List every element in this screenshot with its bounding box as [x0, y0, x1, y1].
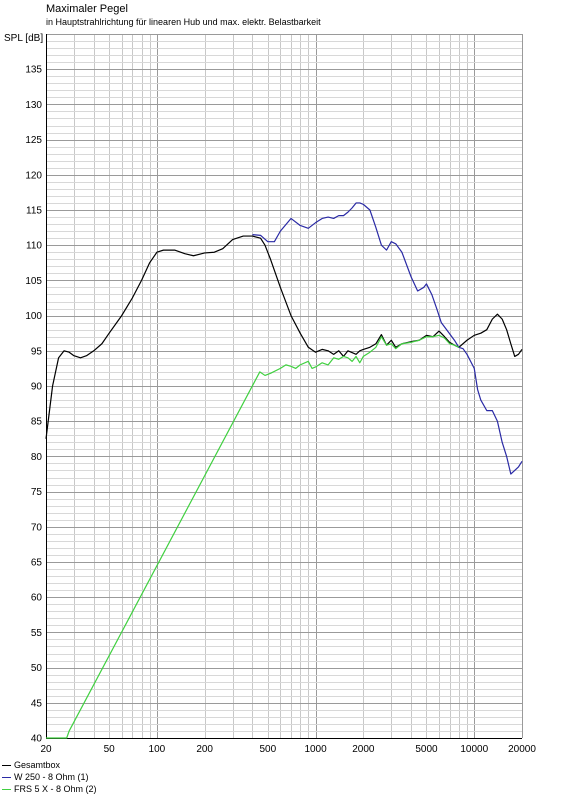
y-tick-label: 65 [31, 558, 43, 569]
y-tick-label: 105 [25, 276, 42, 287]
x-tick-label: 50 [104, 744, 116, 755]
y-tick-label: 50 [31, 663, 43, 674]
series-line-0 [45, 235, 523, 439]
chart-legend: Gesamtbox W 250 - 8 Ohm (1) FRS 5 X - 8 … [2, 759, 97, 795]
legend-label-0: Gesamtbox [14, 760, 61, 770]
y-tick-label: 110 [26, 241, 42, 252]
legend-swatch-0 [2, 764, 11, 766]
y-tick-label: 135 [25, 65, 42, 76]
series-line-2 [46, 334, 460, 739]
y-axis-label: SPL [dB] [4, 33, 43, 44]
legend-swatch-2 [2, 788, 11, 790]
legend-item-2: FRS 5 X - 8 Ohm (2) [2, 783, 97, 795]
y-tick-label: 40 [31, 734, 43, 745]
legend-item-0: Gesamtbox [2, 759, 97, 771]
legend-label-2: FRS 5 X - 8 Ohm (2) [14, 784, 97, 794]
y-tick-label: 55 [31, 628, 43, 639]
y-tick-label: 100 [25, 311, 42, 322]
y-tick-label: 45 [31, 698, 43, 709]
y-tick-label: 120 [25, 170, 42, 181]
x-tick-label: 500 [259, 744, 276, 755]
x-tick-label: 10000 [460, 744, 488, 755]
legend-swatch-1 [2, 776, 11, 778]
y-tick-label: 95 [31, 346, 43, 357]
x-tick-label: 20 [40, 744, 52, 755]
legend-item-1: W 250 - 8 Ohm (1) [2, 771, 97, 783]
x-tick-label: 20000 [508, 744, 536, 755]
y-tick-label: 60 [31, 593, 43, 604]
y-tick-label: 130 [25, 100, 42, 111]
x-tick-label: 5000 [415, 744, 438, 755]
y-tick-label: 90 [31, 382, 43, 393]
x-tick-label: 1000 [304, 744, 327, 755]
x-tick-label: 200 [196, 744, 213, 755]
chart-subtitle: in Hauptstrahlrichtung für linearen Hub … [46, 17, 321, 27]
y-tick-label: 115 [26, 206, 42, 217]
y-tick-label: 75 [31, 487, 43, 498]
legend-label-1: W 250 - 8 Ohm (1) [14, 772, 89, 782]
y-tick-label: 70 [31, 522, 43, 533]
y-tick-label: 80 [31, 452, 43, 463]
y-tick-label: 125 [25, 135, 42, 146]
y-tick-label: 85 [31, 417, 43, 428]
chart-title: Maximaler Pegel [46, 3, 128, 15]
x-tick-label: 2000 [352, 744, 375, 755]
series-line-1 [252, 202, 523, 475]
x-tick-label: 100 [149, 744, 166, 755]
